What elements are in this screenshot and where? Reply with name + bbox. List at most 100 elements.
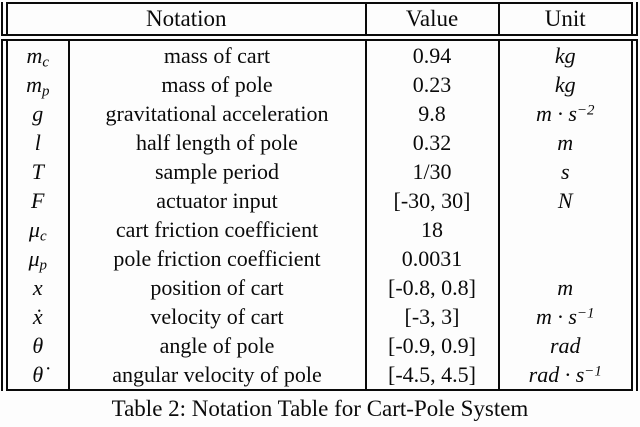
unit-cell: m · s−1 xyxy=(499,302,635,331)
notation-table: Notation Value Unit mc mass of cart 0.94… xyxy=(1,2,638,391)
unit-superscript: −1 xyxy=(584,363,602,380)
table-row: μp pole friction coefficient 0.0031 xyxy=(4,244,635,274)
description-text: angle of pole xyxy=(159,333,275,358)
value-text: [-3, 3] xyxy=(404,304,460,329)
symbol-base: μ xyxy=(28,246,40,271)
unit-base: kg xyxy=(554,72,576,97)
unit-cell: kg xyxy=(499,38,635,71)
symbol-base: θ̇ xyxy=(32,362,44,387)
value-cell: [-0.9, 0.9] xyxy=(365,331,500,360)
unit-cell: s xyxy=(499,157,635,186)
unit-cell: rad xyxy=(499,331,635,360)
description-text: velocity of cart xyxy=(150,304,284,329)
value-text: 0.32 xyxy=(412,130,452,155)
value-text: 0.23 xyxy=(412,72,452,97)
table-row: T sample period 1/30 s xyxy=(4,157,635,186)
symbol-subscript: p xyxy=(41,83,50,100)
symbol-subscript: p xyxy=(39,257,48,274)
description-text: half length of pole xyxy=(136,130,298,155)
symbol-cell: F xyxy=(4,186,70,215)
symbol-cell: θ̇ xyxy=(4,360,70,390)
value-cell: 0.94 xyxy=(365,37,500,70)
table-row: F actuator input [-30, 30] N xyxy=(4,186,635,215)
value-text: [-4.5, 4.5] xyxy=(388,362,476,387)
value-cell: 9.8 xyxy=(365,99,500,128)
description-cell: mass of pole xyxy=(68,70,367,99)
description-text: position of cart xyxy=(150,275,284,300)
description-text: mass of pole xyxy=(161,72,273,97)
value-cell: 0.0031 xyxy=(365,244,500,273)
unit-cell: rad · s−1 xyxy=(499,360,635,390)
unit-base: N xyxy=(557,188,573,213)
symbol-cell: mp xyxy=(4,70,70,100)
value-cell: 0.23 xyxy=(365,70,500,99)
symbol-cell: l xyxy=(4,128,70,157)
description-text: actuator input xyxy=(156,188,278,213)
description-cell: pole friction coefficient xyxy=(68,244,367,273)
symbol-subscript: c xyxy=(39,228,47,245)
symbol-base: μ xyxy=(28,217,40,242)
unit-base: kg xyxy=(554,43,576,68)
description-text: angular velocity of pole xyxy=(112,362,322,387)
table-row: ẋ velocity of cart [-3, 3] m · s−1 xyxy=(4,302,635,331)
value-cell: [-4.5, 4.5] xyxy=(365,360,500,390)
unit-base: rad · s xyxy=(528,362,585,387)
value-text: 9.8 xyxy=(418,101,446,126)
symbol-cell: mc xyxy=(4,37,70,71)
table-header-row: Notation Value Unit xyxy=(4,3,635,41)
unit-cell: kg xyxy=(499,70,635,99)
unit-superscript: −2 xyxy=(576,102,595,119)
symbol-cell: ẋ xyxy=(4,302,70,331)
table-body: mc mass of cart 0.94 kg mp mass of pole … xyxy=(4,37,635,390)
description-text: gravitational acceleration xyxy=(105,101,329,126)
symbol-base: l xyxy=(34,130,41,155)
symbol-cell: g xyxy=(4,99,70,128)
table-header: Notation Value Unit xyxy=(4,3,635,41)
value-text: 0.94 xyxy=(412,43,452,68)
value-cell: 18 xyxy=(365,215,500,244)
symbol-cell: x xyxy=(4,273,70,302)
unit-base: m · s xyxy=(535,101,577,126)
symbol-base: x xyxy=(32,275,43,300)
description-text: cart friction coefficient xyxy=(115,217,319,242)
unit-cell: m xyxy=(499,273,635,302)
description-cell: half length of pole xyxy=(68,128,367,157)
description-cell: sample period xyxy=(68,157,367,186)
value-cell: 0.32 xyxy=(365,128,500,157)
unit-base: rad xyxy=(549,333,581,358)
value-cell: [-30, 30] xyxy=(365,186,500,215)
symbol-base: m xyxy=(26,72,42,97)
symbol-subscript: c xyxy=(42,54,50,71)
unit-base: m · s xyxy=(535,304,577,329)
table-row: θ̇ angular velocity of pole [-4.5, 4.5] … xyxy=(4,360,635,390)
value-text: [-0.9, 0.9] xyxy=(388,333,476,358)
unit-base: m xyxy=(557,275,574,300)
unit-superscript: −1 xyxy=(576,305,595,322)
value-text: [-30, 30] xyxy=(393,188,471,213)
table-row: mp mass of pole 0.23 kg xyxy=(4,70,635,100)
unit-base: m xyxy=(557,130,574,155)
value-text: 18 xyxy=(421,217,443,242)
column-header-value: Value xyxy=(365,3,500,41)
value-text: 0.0031 xyxy=(401,246,463,271)
table-row: μc cart friction coefficient 18 xyxy=(4,215,635,245)
table-row: g gravitational acceleration 9.8 m · s−2 xyxy=(4,99,635,128)
unit-base: s xyxy=(560,159,570,184)
description-cell: position of cart xyxy=(68,273,367,302)
value-text: 1/30 xyxy=(412,159,452,184)
description-cell: angular velocity of pole xyxy=(68,360,367,390)
symbol-base: T xyxy=(31,159,44,184)
table-row: mc mass of cart 0.94 kg xyxy=(4,37,635,71)
symbol-base: m xyxy=(26,43,43,68)
unit-cell: m xyxy=(499,128,635,157)
description-cell: gravitational acceleration xyxy=(68,99,367,128)
value-cell: [-3, 3] xyxy=(365,302,500,331)
table-row: l half length of pole 0.32 m xyxy=(4,128,635,157)
unit-cell xyxy=(499,244,635,273)
unit-cell: m · s−2 xyxy=(499,99,635,128)
description-text: mass of cart xyxy=(163,43,271,68)
symbol-cell: μp xyxy=(4,244,70,274)
column-header-unit: Unit xyxy=(498,3,635,41)
description-cell: velocity of cart xyxy=(68,302,367,331)
symbol-cell: θ xyxy=(4,331,70,360)
